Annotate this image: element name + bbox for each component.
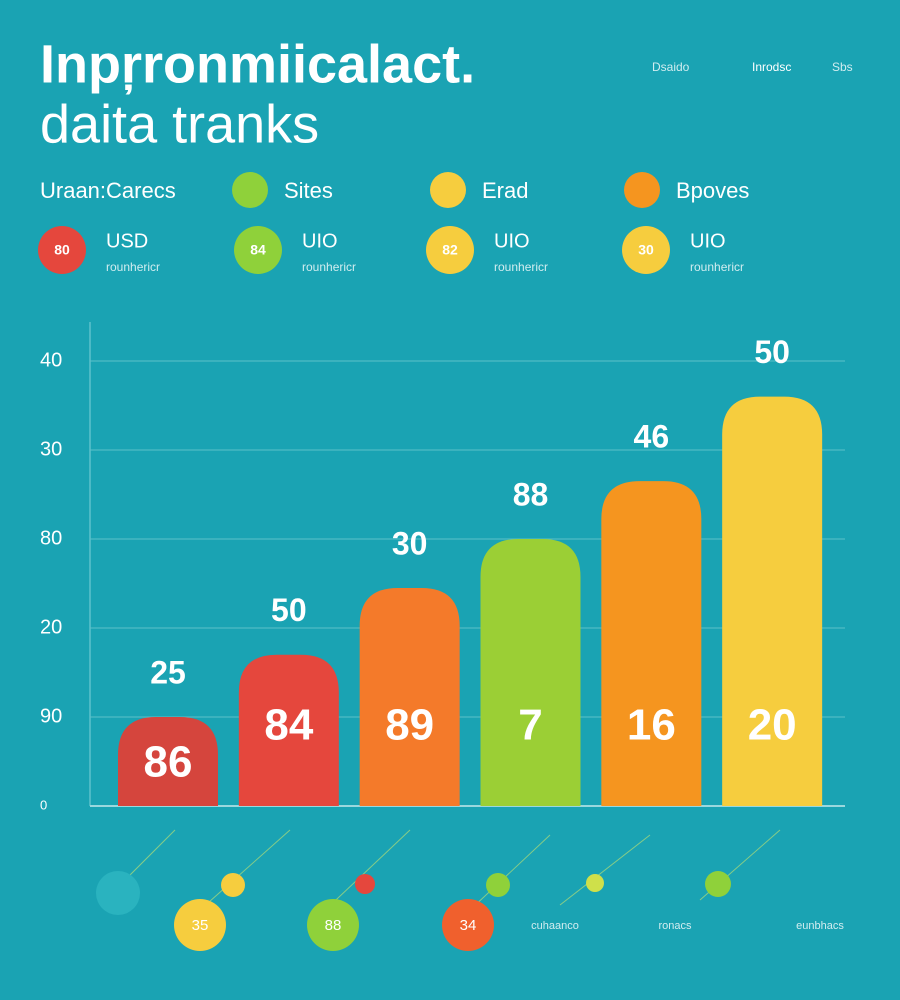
legend-label: Sites	[284, 178, 333, 203]
bar-top-label: 88	[513, 476, 549, 512]
legend-swatch	[624, 172, 660, 208]
stat-unit: UIO	[302, 230, 338, 252]
bar-top-label: 50	[271, 592, 307, 628]
bar-inner-label: 86	[144, 738, 193, 787]
stat-badge	[426, 226, 474, 274]
bar	[480, 539, 581, 806]
bar	[601, 481, 702, 806]
bar	[118, 717, 218, 806]
decor-dot	[96, 871, 140, 915]
bar-inner-label: 84	[264, 701, 313, 750]
stat-badge-text: 82	[442, 242, 458, 258]
bar-inner-label: 20	[748, 701, 797, 750]
legend-label: Bpoves	[676, 178, 749, 203]
footer-badge	[174, 899, 226, 951]
stat-caption: rounhericr	[494, 260, 548, 274]
y-tick-label: 80	[40, 527, 62, 549]
stat-badge	[234, 226, 282, 274]
decor-dot	[355, 874, 375, 894]
stat-badge-text: 30	[638, 242, 654, 258]
bar-top-label: 46	[634, 419, 670, 455]
bar-top-label: 25	[150, 654, 186, 690]
stat-unit: UIO	[690, 230, 726, 252]
y-tick-label: 90	[40, 705, 62, 727]
stat-unit: USD	[106, 230, 148, 252]
stat-unit: UIO	[494, 230, 530, 252]
title: Inpŗronmiicalact.	[40, 34, 475, 94]
stat-caption: rounhericr	[106, 260, 160, 274]
bar-inner-label: 89	[385, 701, 434, 750]
y-tick-label: 30	[40, 438, 62, 460]
decor-dot	[586, 874, 604, 892]
decor-dot	[486, 873, 510, 897]
legend-label: Erad	[482, 178, 528, 203]
decor-dot	[705, 871, 731, 897]
footer-caption: eunbhacs	[796, 920, 844, 932]
legend-swatch	[430, 172, 466, 208]
stat-caption: rounhericr	[302, 260, 356, 274]
legend-label: Uraan:Carecs	[40, 178, 176, 203]
footer-badge	[307, 899, 359, 951]
decor-dot	[221, 873, 245, 897]
nav-text: Sbs	[832, 60, 853, 74]
bar	[359, 587, 460, 806]
title: daita tranks	[40, 94, 319, 154]
footer-caption: ronacs	[658, 920, 692, 932]
bar	[722, 396, 823, 806]
footer-badge-text: 34	[460, 917, 477, 934]
bar-inner-label: 7	[518, 701, 542, 750]
stat-badge-text: 84	[250, 242, 266, 258]
bar-top-label: 30	[392, 525, 428, 561]
stat-badge	[622, 226, 670, 274]
stat-badge	[38, 226, 86, 274]
y-tick-label: 40	[40, 349, 62, 371]
y-tick-label: 20	[40, 616, 62, 638]
y-tick-label: 0	[40, 797, 47, 812]
legend-swatch	[232, 172, 268, 208]
footer-caption: cuhaanco	[531, 920, 579, 932]
nav-text: Dsaido	[652, 60, 690, 74]
footer-badge	[442, 899, 494, 951]
bar	[238, 654, 339, 806]
nav-text: Inrodsc	[752, 60, 791, 74]
bar-inner-label: 16	[627, 701, 676, 750]
stat-caption: rounhericr	[690, 260, 744, 274]
bar-top-label: 50	[754, 334, 790, 370]
stat-badge-text: 80	[54, 242, 70, 258]
footer-badge-text: 35	[192, 917, 209, 934]
footer-badge-text: 88	[325, 917, 342, 934]
